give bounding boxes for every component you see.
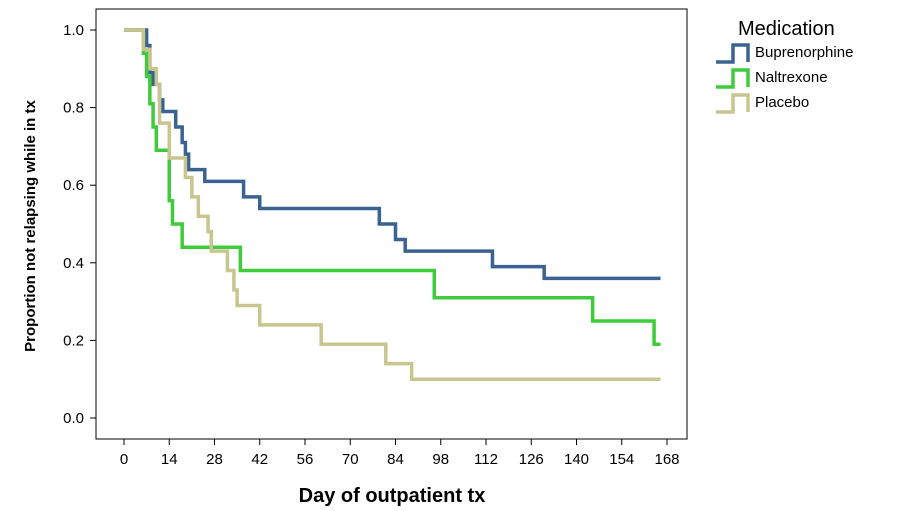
legend: Medication Buprenorphine Naltrexone Placeb…: [716, 18, 853, 114]
legend-label-placebo: Placebo: [755, 94, 809, 111]
x-tick-label: 70: [342, 451, 359, 468]
legend-label-buprenorphine: Buprenorphine: [755, 44, 853, 61]
x-tick-label: 140: [564, 451, 589, 468]
x-tick-label: 84: [387, 451, 404, 468]
x-tick-label: 56: [297, 451, 314, 468]
legend-title: Medication: [738, 18, 835, 40]
series-line-naltrexone: [124, 28, 661, 347]
legend-swatch-placebo: [716, 93, 750, 114]
x-tick-label: 168: [654, 451, 679, 468]
y-tick-label: 1.0: [63, 22, 84, 39]
y-tick-label: 0.8: [63, 100, 84, 117]
legend-items: Buprenorphine Naltrexone Placebo: [716, 43, 853, 114]
y-tick-label: 0.2: [63, 332, 84, 349]
x-tick-label: 126: [519, 451, 544, 468]
y-tick-label: 0.0: [63, 410, 84, 427]
legend-swatch-naltrexone: [716, 68, 750, 89]
x-tick-label: 98: [432, 451, 449, 468]
series-line-buprenorphine: [124, 28, 661, 281]
y-axis-label: Proportion not relapsing while in tx: [22, 100, 39, 352]
legend-label-naltrexone: Naltrexone: [755, 69, 828, 86]
series-line-placebo: [124, 28, 661, 381]
x-tick-label: 112: [474, 451, 498, 468]
x-tick-label: 28: [206, 451, 223, 468]
legend-swatch-buprenorphine: [716, 43, 750, 64]
x-axis-label: Day of outpatient tx: [299, 485, 486, 507]
series-lines: [124, 28, 661, 381]
x-axis-ticks: 0 14 28 42 56 70 84 98 112 126 140 154 168: [120, 439, 680, 468]
x-tick-label: 0: [120, 451, 128, 468]
x-tick-label: 42: [251, 451, 268, 468]
y-axis-ticks: 0.0 0.2 0.4 0.6 0.8 1.0: [63, 22, 96, 427]
y-tick-label: 0.4: [63, 255, 84, 272]
x-tick-label: 154: [609, 451, 634, 468]
y-tick-label: 0.6: [63, 177, 84, 194]
x-tick-label: 14: [161, 451, 178, 468]
